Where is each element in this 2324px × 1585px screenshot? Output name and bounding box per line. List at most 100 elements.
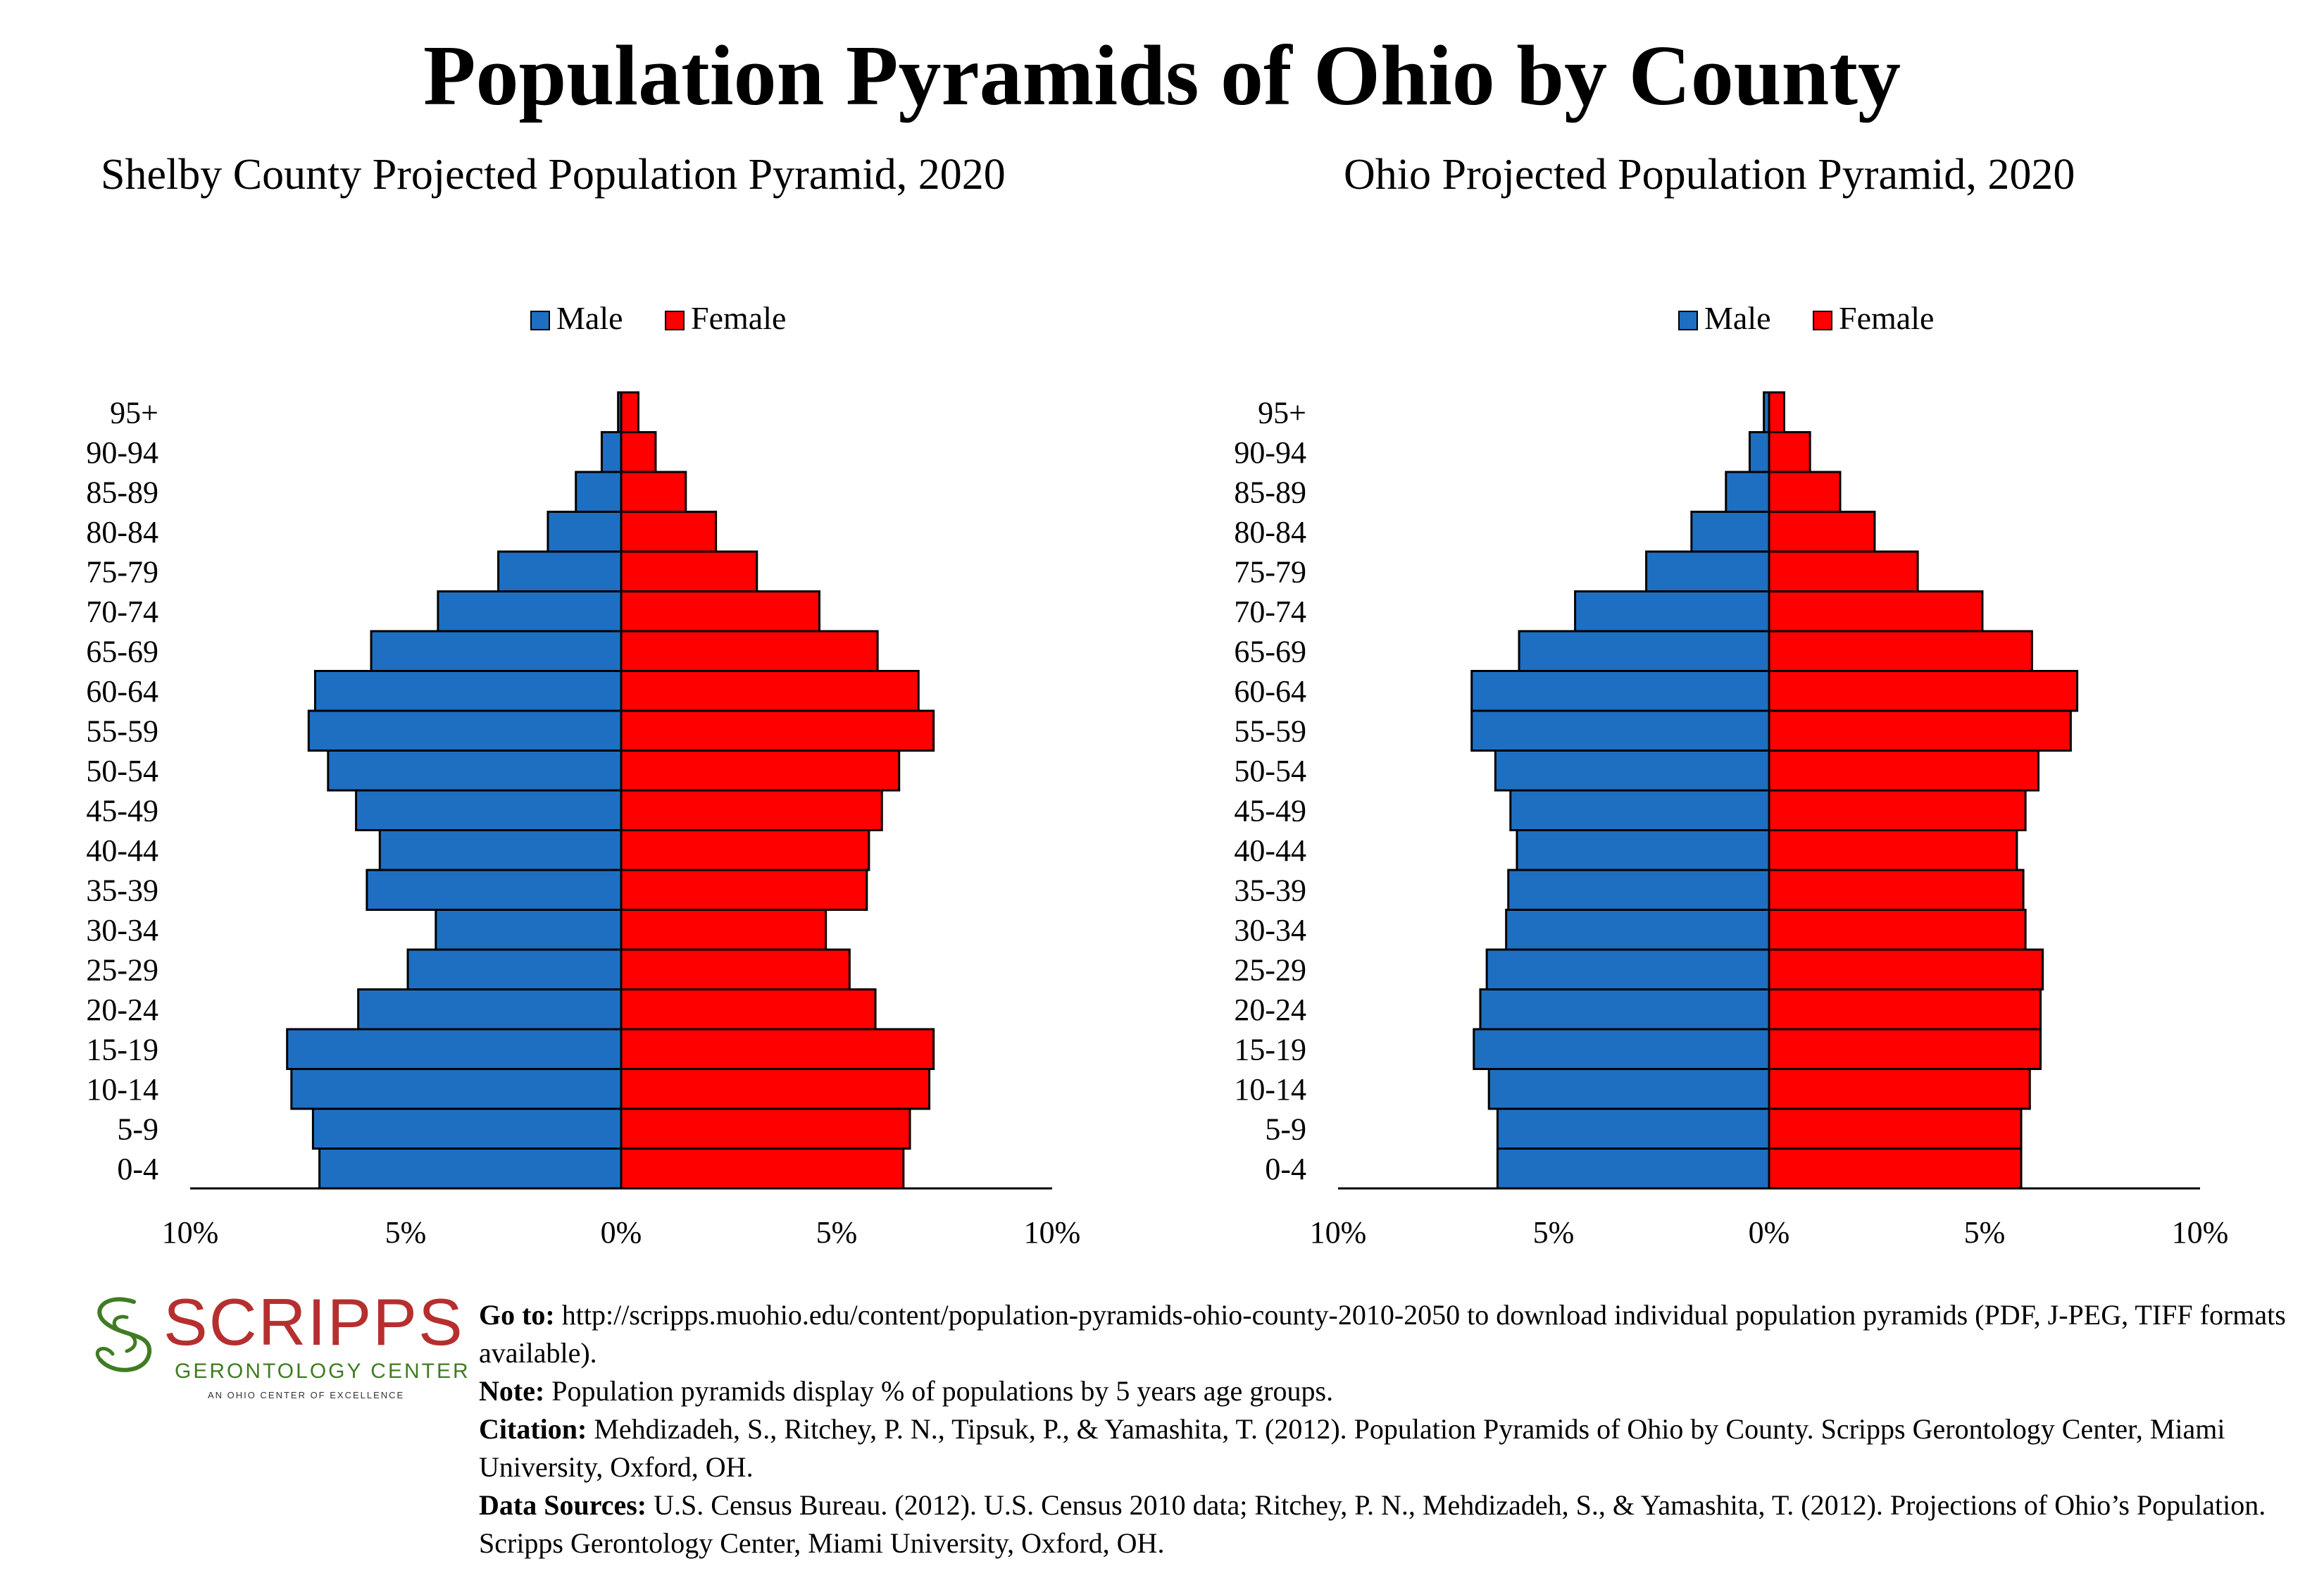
legend: Male Female bbox=[530, 300, 786, 336]
bar-male-15-19 bbox=[1473, 1028, 1770, 1070]
bar-male-15-19 bbox=[286, 1028, 623, 1070]
bar-male-40-44 bbox=[378, 829, 623, 871]
goto-note: Go to: http://scripps.muohio.edu/content… bbox=[479, 1296, 2310, 1372]
bar-male-55-59 bbox=[1470, 709, 1770, 752]
bar-male-50-54 bbox=[1494, 750, 1770, 792]
age-label: 65-69 bbox=[86, 634, 158, 669]
shelby-pyramid-chart: Male Female 95+ 90-94 85-89 80-84 75-79 70-74 65… bbox=[86, 300, 1080, 1250]
bar-female-70-74 bbox=[620, 590, 821, 633]
x-tick-label: 5% bbox=[816, 1215, 858, 1250]
age-label: 50-54 bbox=[1234, 754, 1306, 788]
bar-female-30-34 bbox=[1768, 909, 2027, 951]
age-label: 85-89 bbox=[86, 475, 158, 509]
bar-male-80-84 bbox=[546, 511, 623, 553]
bar-female-25-29 bbox=[620, 948, 851, 990]
age-label: 5-9 bbox=[117, 1112, 158, 1146]
legend-swatch-male bbox=[530, 311, 550, 330]
bar-female-0-4 bbox=[620, 1148, 905, 1190]
bar-male-20-24 bbox=[357, 988, 623, 1031]
legend-swatch-female bbox=[1813, 311, 1832, 330]
x-tick-label: 0% bbox=[601, 1215, 642, 1250]
age-label: 35-39 bbox=[86, 873, 158, 907]
age-label: 70-74 bbox=[86, 595, 158, 629]
legend-label-female: Female bbox=[691, 300, 786, 336]
age-label: 0-4 bbox=[117, 1152, 158, 1186]
bar-female-75-79 bbox=[620, 550, 758, 592]
bar-female-40-44 bbox=[1768, 829, 2018, 871]
age-label: 30-34 bbox=[86, 913, 158, 947]
bar-female-75-79 bbox=[1768, 550, 1919, 592]
citation-note: Citation: Mehdizadeh, S., Ritchey, P. N.… bbox=[479, 1410, 2310, 1486]
bar-female-5-9 bbox=[620, 1107, 911, 1150]
x-tick-label: 10% bbox=[162, 1215, 219, 1250]
x-tick-label: 5% bbox=[1964, 1215, 2006, 1250]
bar-female-45-49 bbox=[620, 789, 883, 831]
bar-male-65-69 bbox=[1518, 630, 1770, 672]
bar-female-60-64 bbox=[620, 670, 920, 712]
age-label: 85-89 bbox=[1234, 475, 1306, 509]
bar-male-75-79 bbox=[1645, 550, 1770, 592]
bar-male-0-4 bbox=[318, 1148, 623, 1190]
age-label: 25-29 bbox=[86, 952, 158, 987]
age-label: 25-29 bbox=[1234, 952, 1306, 987]
bar-female-10-14 bbox=[1768, 1068, 2031, 1110]
scripps-logo: SCRIPPS GERONTOLOGY CENTER AN OHIO CENTE… bbox=[85, 1285, 468, 1402]
age-label: 95+ bbox=[1258, 395, 1306, 430]
age-label: 90-94 bbox=[1234, 435, 1306, 470]
bar-male-5-9 bbox=[1496, 1107, 1770, 1150]
note-line: Note: Population pyramids display % of p… bbox=[479, 1372, 2310, 1410]
bar-female-20-24 bbox=[620, 988, 877, 1031]
bar-female-80-84 bbox=[1768, 511, 1876, 553]
bar-male-85-89 bbox=[575, 471, 623, 513]
sources-note: Data Sources: U.S. Census Bureau. (2012)… bbox=[479, 1486, 2310, 1562]
bar-female-55-59 bbox=[1768, 709, 2072, 752]
age-label: 55-59 bbox=[86, 714, 158, 748]
chart-title-shelby: Shelby County Projected Population Pyram… bbox=[101, 151, 1006, 199]
bar-female-30-34 bbox=[620, 909, 827, 951]
x-tick-label: 10% bbox=[2172, 1215, 2229, 1250]
citation-text: Mehdizadeh, S., Ritchey, P. N., Tipsuk, … bbox=[479, 1413, 2225, 1483]
x-tick-label: 5% bbox=[385, 1215, 427, 1250]
bar-female-95+ bbox=[1768, 391, 1785, 433]
bar-female-85-89 bbox=[1768, 471, 1842, 513]
bar-male-25-29 bbox=[1485, 948, 1770, 990]
bar-female-10-14 bbox=[620, 1068, 931, 1110]
logo-subtitle: GERONTOLOGY CENTER bbox=[175, 1360, 470, 1383]
bar-male-45-49 bbox=[1509, 789, 1770, 831]
bar-male-0-4 bbox=[1496, 1148, 1770, 1190]
bar-female-25-29 bbox=[1768, 948, 2044, 990]
note-label: Note: bbox=[479, 1375, 545, 1407]
bar-male-55-59 bbox=[307, 709, 623, 752]
legend-label-male: Male bbox=[1704, 300, 1771, 336]
bar-female-90-94 bbox=[620, 431, 657, 473]
age-label: 35-39 bbox=[1234, 873, 1306, 907]
x-tick-label: 5% bbox=[1533, 1215, 1575, 1250]
chart-title-ohio: Ohio Projected Population Pyramid, 2020 bbox=[1344, 151, 2075, 199]
legend: Male Female bbox=[1678, 300, 1934, 336]
age-label: 10-14 bbox=[86, 1072, 158, 1107]
age-label: 65-69 bbox=[1234, 634, 1306, 669]
age-label: 50-54 bbox=[86, 754, 158, 788]
sources-text: U.S. Census Bureau. (2012). U.S. Census … bbox=[479, 1489, 2266, 1559]
bar-female-60-64 bbox=[1768, 670, 2079, 712]
bar-female-15-19 bbox=[1768, 1028, 2042, 1070]
logo-tagline: AN OHIO CENTER OF EXCELLENCE bbox=[208, 1390, 405, 1400]
bar-female-85-89 bbox=[620, 471, 687, 513]
age-label: 20-24 bbox=[86, 993, 158, 1027]
legend-label-male: Male bbox=[556, 300, 623, 336]
bar-female-55-59 bbox=[620, 709, 935, 752]
bar-female-50-54 bbox=[1768, 750, 2039, 792]
age-label: 20-24 bbox=[1234, 993, 1306, 1027]
bar-male-85-89 bbox=[1725, 471, 1770, 513]
goto-text: http://scripps.muohio.edu/content/popula… bbox=[479, 1299, 2286, 1369]
bar-male-70-74 bbox=[437, 590, 623, 633]
bar-male-45-49 bbox=[355, 789, 623, 831]
bar-male-20-24 bbox=[1479, 988, 1770, 1031]
bar-male-30-34 bbox=[435, 909, 623, 951]
scripps-swirl-icon bbox=[95, 1297, 152, 1372]
age-label: 45-49 bbox=[1234, 793, 1306, 828]
bar-female-35-39 bbox=[1768, 869, 2025, 911]
x-tick-label: 10% bbox=[1310, 1215, 1367, 1250]
bar-male-50-54 bbox=[327, 750, 623, 792]
goto-label: Go to: bbox=[479, 1299, 555, 1331]
